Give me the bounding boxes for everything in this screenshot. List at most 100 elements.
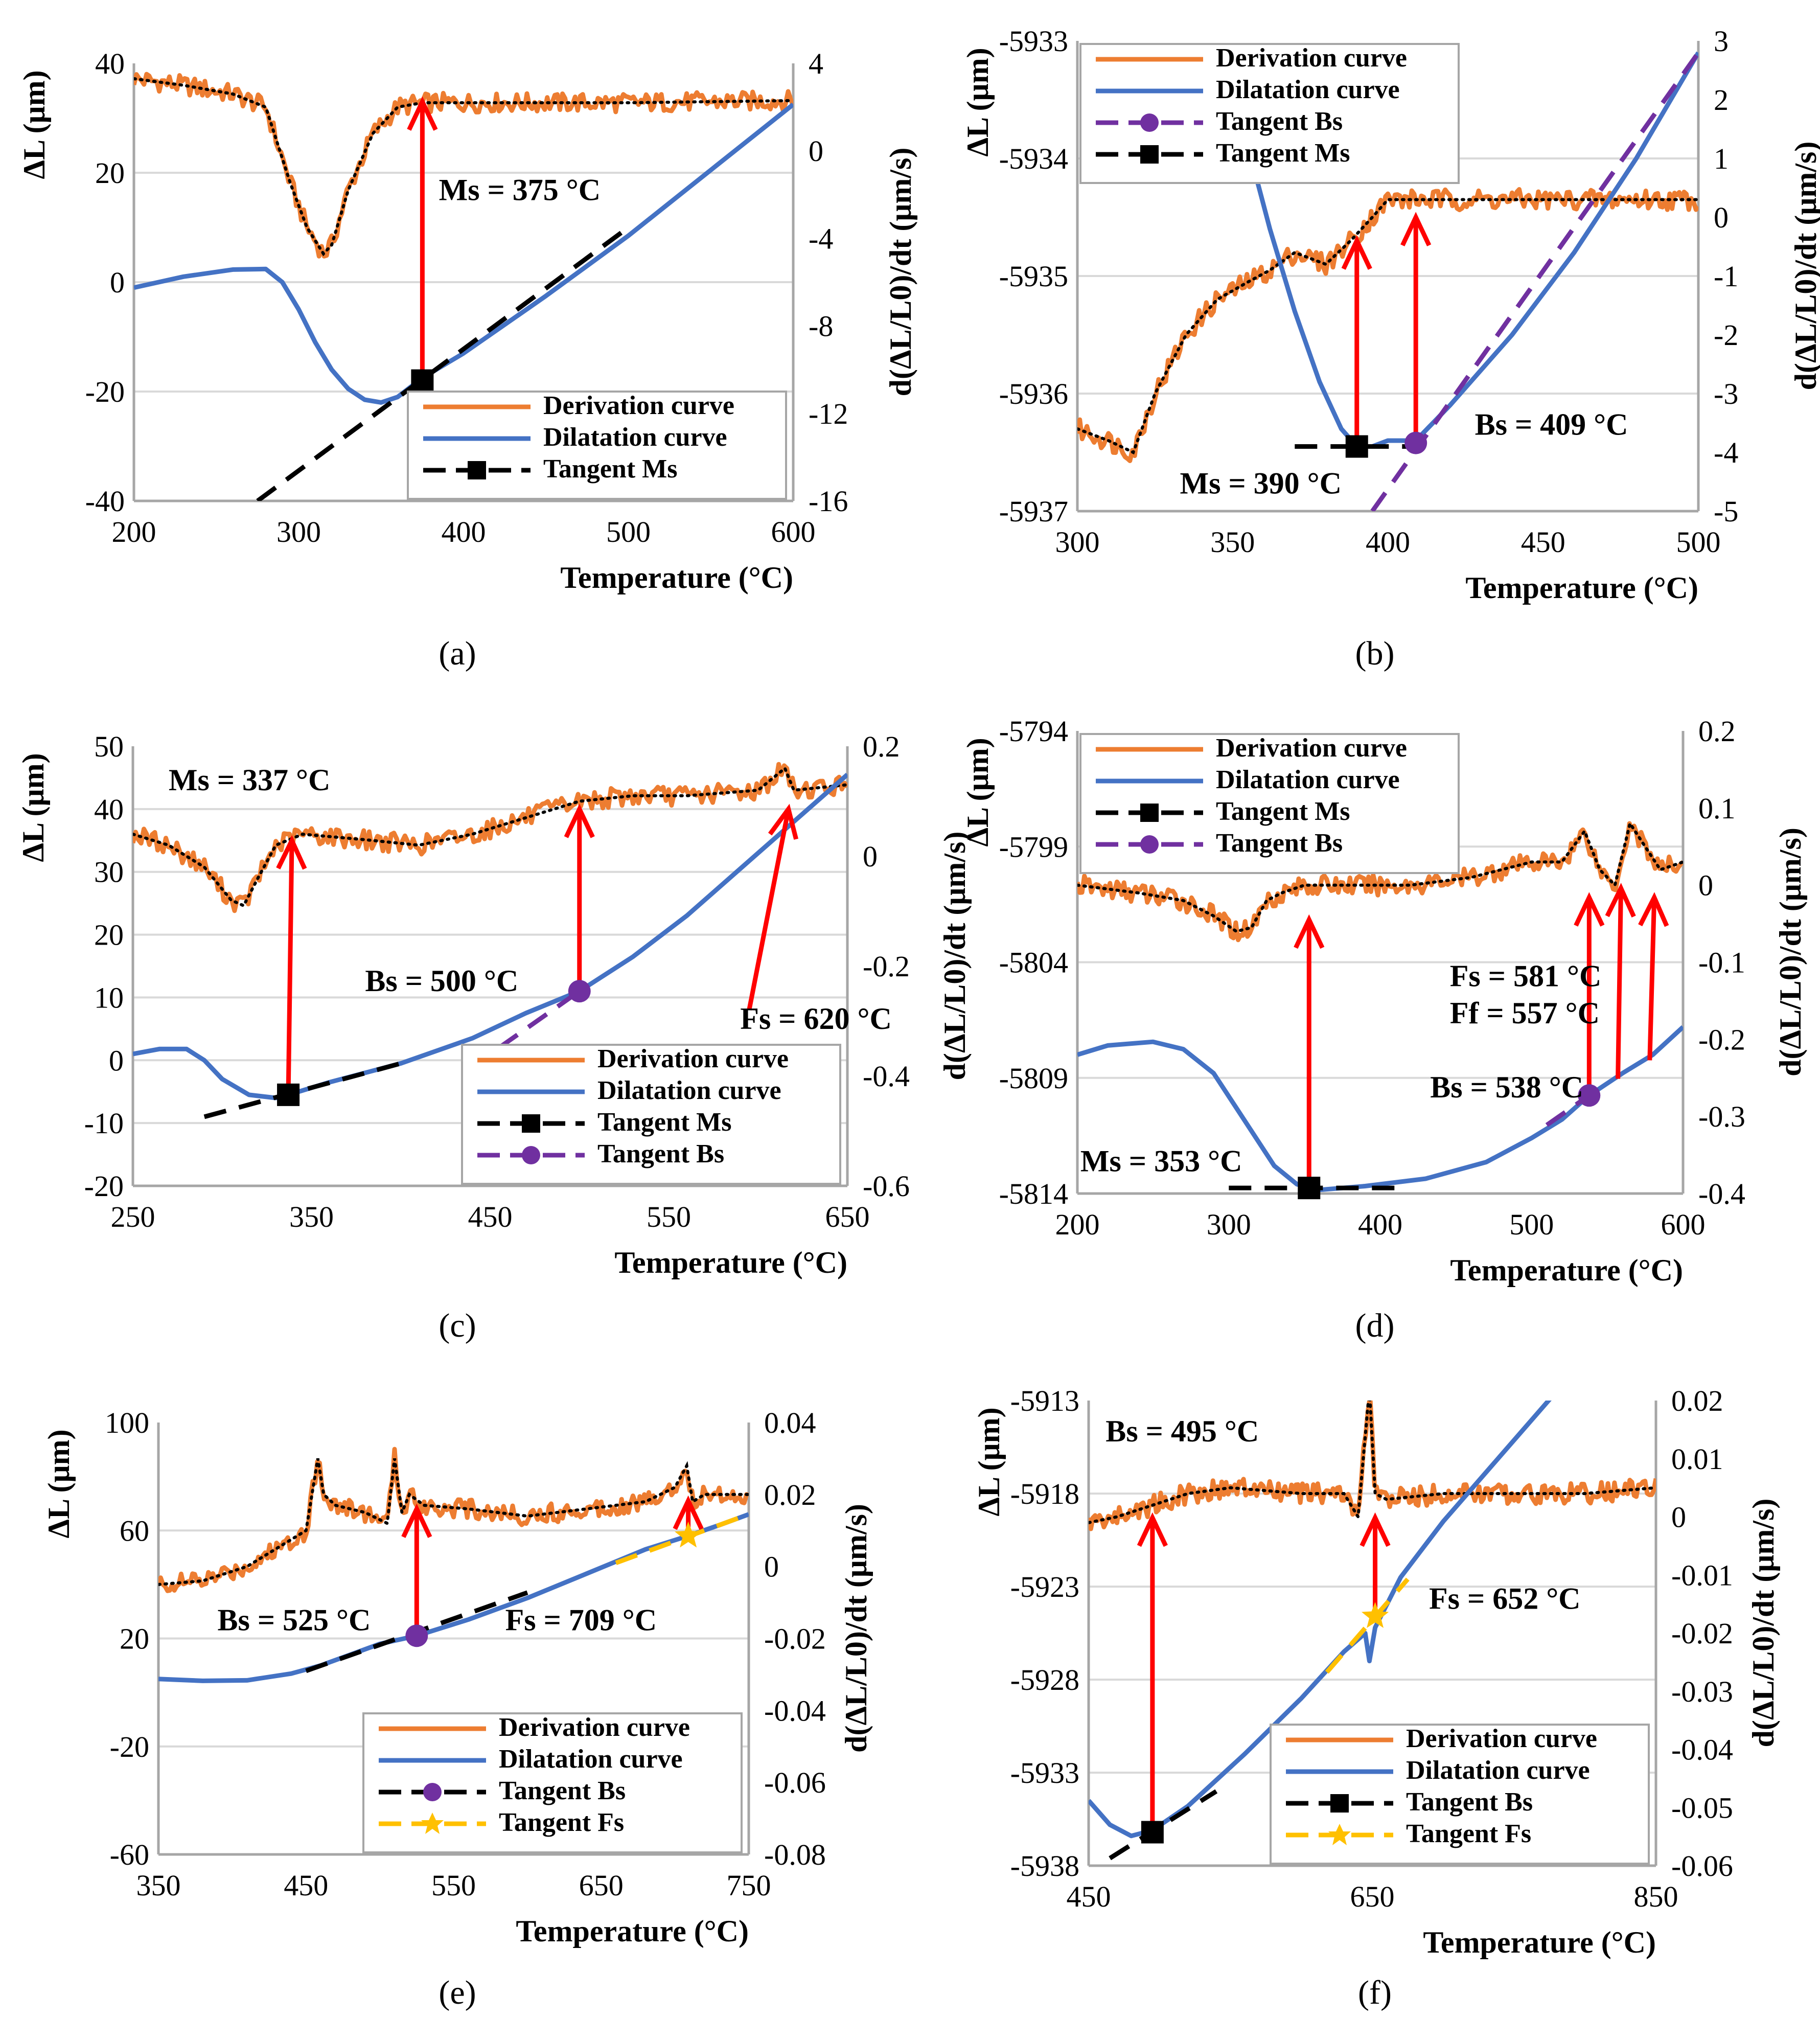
x-axis-title: Temperature (°C) (1465, 571, 1698, 605)
annotation-label: Fs = 652 °C (1429, 1582, 1581, 1616)
x-tick-label: 400 (442, 515, 486, 548)
x-tick-label: 200 (112, 515, 156, 548)
x-tick-label: 250 (111, 1200, 155, 1233)
annotation-label: Ms = 375 °C (439, 173, 601, 207)
y-right-tick-label: -0.06 (1671, 1849, 1733, 1883)
y-left-tick-label: -20 (110, 1730, 149, 1763)
marker-star (1361, 1602, 1389, 1628)
y-left-tick-label: -5918 (1010, 1477, 1079, 1510)
y-left-tick-label: -5933 (999, 25, 1068, 58)
legend-box (407, 391, 787, 500)
y-left-tick-label: 20 (95, 156, 125, 190)
annotation-label: Fs = 709 °C (505, 1603, 657, 1637)
series-tangent_bs_purple (1370, 51, 1698, 511)
legend-label: Tangent Fs (1406, 1819, 1531, 1848)
y-right-tick-label: 0 (863, 840, 878, 873)
x-axis-title: Temperature (°C) (516, 1914, 749, 1948)
y-left-tick-label: -5913 (1010, 1384, 1079, 1417)
x-tick-label: 650 (579, 1869, 624, 1902)
y-right-tick-label: 2 (1714, 83, 1729, 117)
panel-caption: (d) (1355, 1307, 1395, 1344)
arrow-head (1341, 235, 1372, 270)
legend-marker (1328, 1824, 1351, 1845)
y-right-tick-label: 0.02 (1671, 1384, 1723, 1417)
y-left-tick-label: -5935 (999, 260, 1068, 293)
annotation-label: Fs = 581 °C (1450, 959, 1602, 993)
x-tick-label: 600 (1661, 1208, 1706, 1241)
y-left-tick-label: -5938 (1010, 1849, 1079, 1883)
y-left-tick-label: 40 (94, 793, 124, 826)
y-right-tick-label: 0.2 (1698, 715, 1736, 748)
y-right-tick-label: 0.1 (1698, 792, 1736, 825)
y-left-tick-label: -5934 (999, 142, 1068, 175)
y-right-tick-label: 3 (1714, 25, 1729, 58)
y-left-tick-label: -10 (84, 1107, 124, 1140)
y-left-axis-title: ΔL (μm) (972, 1407, 1006, 1516)
derivation-trendline (1077, 819, 1683, 933)
y-left-tick-label: 40 (95, 47, 125, 80)
y-left-tick-label: -5936 (999, 377, 1068, 410)
x-tick-label: 500 (1676, 525, 1721, 559)
panel-a: 200 300 400 500 600-40-2002040-16-12-8-404Te… (17, 47, 917, 672)
y-right-axis-title: d(ΔL/L0)/dt (μm/s) (1773, 828, 1807, 1076)
y-left-axis-title: ΔL (μm) (961, 48, 995, 156)
y-right-tick-label: -0.2 (863, 950, 910, 983)
series-dilatation (158, 1512, 749, 1683)
marker-square (277, 1083, 300, 1106)
transformation-arrow (1647, 897, 1657, 1061)
annotation-label: Ms = 353 °C (1080, 1144, 1242, 1178)
annotation-label: Ms = 337 °C (169, 763, 331, 797)
annotation-label: Ff = 557 °C (1450, 996, 1600, 1030)
annotation-label: Fs = 620 °C (740, 1002, 892, 1036)
panel-d: 200 300 400 500 600 -5814 -5809 -5804 -5799 -5794… (961, 715, 1807, 1344)
y-right-tick-label: 0 (809, 134, 823, 168)
arrow-head (1574, 892, 1605, 927)
legend-marker (1140, 113, 1159, 132)
y-right-tick-label: 0 (1671, 1501, 1686, 1534)
y-right-tick-label: -0.6 (863, 1169, 910, 1203)
marker-star (675, 1521, 702, 1548)
x-tick-label: 300 (277, 515, 321, 548)
x-tick-label: 450 (284, 1869, 328, 1902)
derivation-trendline (1077, 198, 1698, 455)
x-axis-title: Temperature (°C) (1450, 1253, 1683, 1287)
transformation-arrow (747, 808, 791, 1011)
y-left-tick-label: 20 (120, 1622, 149, 1656)
x-tick-label: 300 (1207, 1208, 1251, 1241)
y-right-axis-title: d(ΔL/L0)/dt (μm/s) (839, 1504, 873, 1753)
plot-area (158, 1447, 749, 1683)
y-right-tick-label: -0.3 (1698, 1100, 1745, 1133)
y-right-tick-label: -0.04 (764, 1694, 826, 1727)
x-axis-title: Temperature (°C) (560, 561, 793, 594)
x-tick-label: 650 (825, 1200, 870, 1233)
y-right-axis-title: d(ΔL/L0)/dt (μm/s) (1789, 142, 1820, 391)
plot-area (133, 762, 847, 1119)
x-tick-label: 500 (606, 515, 651, 548)
x-tick-label: 400 (1366, 525, 1410, 559)
panel-c: 250 350 450 550 650 -20 -10 0 10 20 30 40 50 -0.6 -0.4… (16, 730, 972, 1344)
annotation-label: Bs = 500 °C (365, 964, 518, 998)
y-left-tick-label: -5933 (1010, 1756, 1079, 1790)
series-dilatation (133, 772, 847, 1100)
marker-circle (1578, 1084, 1601, 1107)
derivation-trendline (1089, 1401, 1656, 1524)
arrow-head (1294, 914, 1325, 949)
x-tick-label: 350 (289, 1200, 334, 1233)
panel-caption: (c) (439, 1307, 476, 1344)
x-axis-title: Temperature (°C) (614, 1246, 847, 1279)
legend-label: Dilatation curve (597, 1076, 781, 1105)
legend-label: Tangent Ms (1216, 797, 1350, 826)
transformation-arrow (286, 840, 294, 1095)
legend-label: Dilatation curve (543, 423, 727, 452)
y-left-tick-label: -20 (85, 375, 125, 408)
annotation-label: Ms = 390 °C (1180, 467, 1342, 500)
legend-label: Derivation curve (1216, 733, 1407, 763)
y-left-axis-title: ΔL (μm) (17, 70, 51, 179)
y-left-tick-label: -5928 (1010, 1663, 1079, 1696)
legend-label: Dilatation curve (1216, 75, 1400, 104)
y-right-tick-label: -2 (1714, 318, 1738, 352)
arrow-head (407, 96, 438, 131)
y-left-axis-title: ΔL (μm) (961, 738, 995, 846)
legend-marker (522, 1114, 540, 1133)
